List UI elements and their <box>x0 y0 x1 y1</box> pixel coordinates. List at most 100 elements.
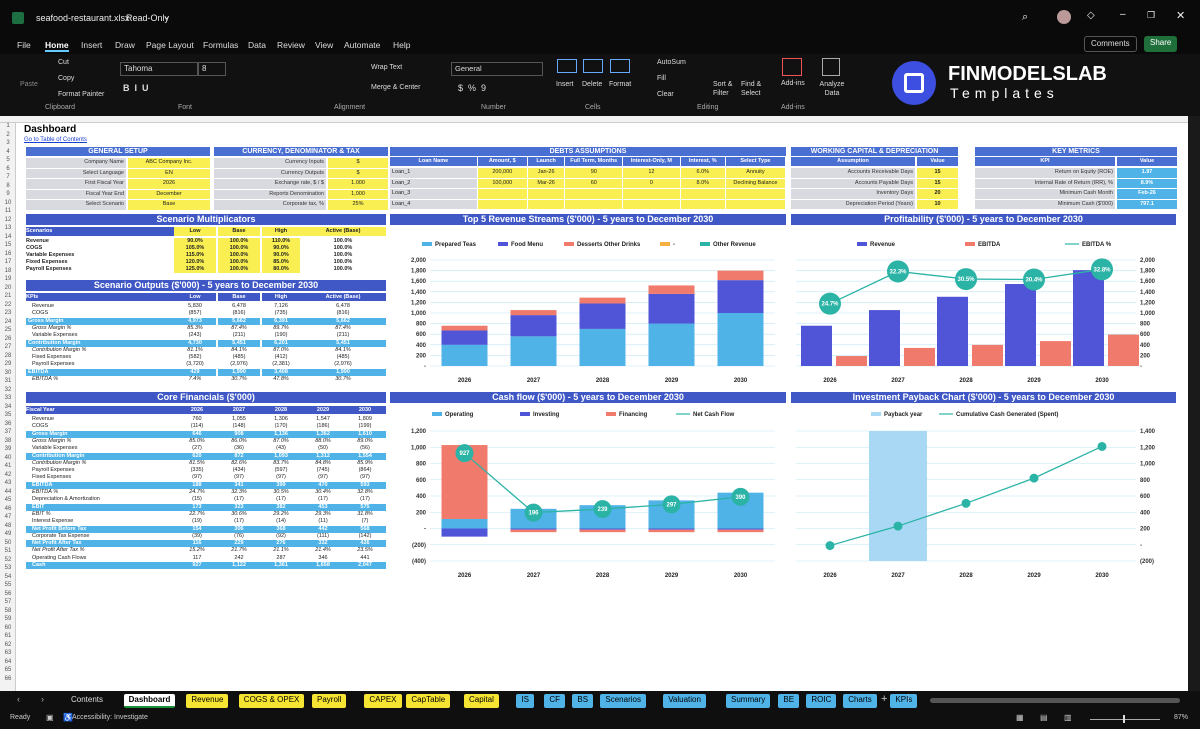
general-value[interactable]: EN <box>128 168 210 178</box>
general-value[interactable]: December <box>128 189 210 199</box>
menu-page-layout[interactable]: Page Layout <box>146 40 194 50</box>
analyze-data-button[interactable]: Analyze Data <box>819 81 845 97</box>
normal-view-icon[interactable]: ▦ <box>1016 713 1024 722</box>
page-break-icon[interactable]: ▥ <box>1064 713 1072 722</box>
debts-cell[interactable]: 100,000 <box>477 178 527 188</box>
debts-cell[interactable] <box>565 199 623 209</box>
addins-icon[interactable] <box>782 58 802 76</box>
sheet-tab[interactable]: BE <box>778 694 800 708</box>
number-format-select[interactable]: General <box>451 62 543 76</box>
format-cells-button[interactable]: Format <box>609 81 632 88</box>
format-painter-button[interactable]: Format Painter <box>58 91 105 98</box>
debts-cell[interactable]: 60 <box>565 178 623 188</box>
page-layout-icon[interactable]: ▤ <box>1040 713 1048 722</box>
insert-cells-button[interactable]: Insert <box>556 81 574 88</box>
debts-cell[interactable]: 0 <box>623 178 680 188</box>
delete-icon[interactable] <box>583 59 603 73</box>
currency-value[interactable]: $ <box>328 158 388 168</box>
autosum-button[interactable]: AutoSum <box>657 59 686 66</box>
restore-icon[interactable]: ❐ <box>1147 10 1156 20</box>
next-sheet-icon[interactable]: › <box>41 694 44 704</box>
menu-automate[interactable]: Automate <box>344 40 381 50</box>
sheet-tab[interactable]: BS <box>572 694 594 708</box>
sheet-tab[interactable]: CAPEX <box>364 694 402 708</box>
zoom-level[interactable]: 87% <box>1174 714 1189 721</box>
debts-cell[interactable]: Jan-26 <box>527 168 565 178</box>
sheet-tab[interactable]: COGS & OPEX <box>238 694 305 708</box>
zoom-slider[interactable] <box>1090 719 1160 720</box>
general-value[interactable]: 2026 <box>128 179 210 189</box>
insert-icon[interactable] <box>557 59 577 73</box>
currency-value[interactable]: $ <box>328 168 388 178</box>
minimize-icon[interactable]: – <box>1120 9 1126 20</box>
currency-value[interactable]: 1,000 <box>328 189 388 199</box>
debts-cell[interactable]: 200,000 <box>477 168 527 178</box>
currency-value[interactable]: 25% <box>328 200 388 210</box>
debts-cell[interactable] <box>680 189 725 199</box>
debts-cell[interactable] <box>527 199 565 209</box>
vertical-scrollbar[interactable] <box>1188 116 1200 691</box>
debts-cell[interactable]: Annuity <box>725 168 785 178</box>
debts-cell[interactable] <box>477 199 527 209</box>
sheet-tab[interactable]: CapTable <box>406 694 451 708</box>
more-sheets-icon[interactable]: ⋮ <box>904 693 913 703</box>
comments-button[interactable]: Comments <box>1084 36 1137 52</box>
menu-help[interactable]: Help <box>393 40 411 50</box>
debts-cell[interactable] <box>680 199 725 209</box>
search-icon[interactable]: ⌕ <box>1022 11 1029 23</box>
debts-cell[interactable]: 90 <box>565 168 623 178</box>
menu-file[interactable]: File <box>17 40 31 50</box>
close-icon[interactable]: ✕ <box>1176 10 1186 22</box>
sheet-tab[interactable]: Contents <box>71 695 104 704</box>
horizontal-scrollbar[interactable] <box>930 698 1180 703</box>
merge-center-button[interactable]: Merge & Center <box>371 84 421 91</box>
format-icon[interactable] <box>610 59 630 73</box>
sheet-tab[interactable]: Capital <box>464 694 499 708</box>
menu-review[interactable]: Review <box>277 40 305 50</box>
font-name-select[interactable]: Tahoma <box>120 62 198 76</box>
sheet-tab[interactable]: Revenue <box>186 694 229 708</box>
toc-link[interactable]: Go to Table of Contents <box>24 137 87 143</box>
debts-cell[interactable]: Mar-26 <box>527 178 565 188</box>
debts-cell[interactable] <box>477 189 527 199</box>
worksheet[interactable]: 1 2 3 4 5 6 7 8 9 10 11 12 13 14 15 16 17 18 19 20 21 22 23 24 2… <box>0 116 1200 691</box>
prev-sheet-icon[interactable]: ‹ <box>17 694 20 704</box>
analyze-icon[interactable] <box>822 58 840 76</box>
sheet-tab[interactable]: ROIC <box>806 694 837 708</box>
share-button[interactable]: Share <box>1144 36 1178 52</box>
clear-button[interactable]: Clear <box>657 91 674 98</box>
sheet-tab[interactable]: CF <box>544 694 566 708</box>
debts-cell[interactable] <box>565 189 623 199</box>
accessibility-status[interactable]: Accessibility: Investigate <box>72 714 148 721</box>
debts-cell[interactable] <box>527 189 565 199</box>
menu-insert[interactable]: Insert <box>81 40 103 50</box>
currency-format-button[interactable]: $ % 9 <box>458 83 487 93</box>
sheet-tab[interactable]: Valuation <box>663 694 706 708</box>
debts-cell[interactable] <box>623 199 680 209</box>
sheet-tab[interactable]: Payroll <box>312 694 347 708</box>
copy-button[interactable]: Copy <box>58 75 75 82</box>
fill-button[interactable]: Fill <box>657 75 666 82</box>
sort-filter-button[interactable]: Sort & Filter <box>713 81 733 97</box>
paste-button[interactable]: Paste <box>20 81 38 88</box>
menu-home[interactable]: Home <box>45 40 69 52</box>
menu-formulas[interactable]: Formulas <box>203 40 239 50</box>
general-value[interactable]: ABC Company Inc. <box>128 158 210 168</box>
cut-button[interactable]: Cut <box>58 59 69 66</box>
debts-cell[interactable] <box>725 189 785 199</box>
font-size-select[interactable]: 8 <box>198 62 226 76</box>
sheet-tab[interactable]: IS <box>516 694 534 708</box>
chevron-down-icon[interactable]: ⌄ <box>163 12 170 21</box>
debts-cell[interactable] <box>623 189 680 199</box>
debts-cell[interactable]: 6.0% <box>680 168 725 178</box>
debts-cell[interactable]: Declining Balance <box>725 178 785 188</box>
macro-icon[interactable]: ▣ <box>46 713 54 722</box>
wrap-text-button[interactable]: Wrap Text <box>371 64 403 71</box>
sheet-tab[interactable]: Summary <box>726 694 771 708</box>
menu-draw[interactable]: Draw <box>115 40 135 50</box>
find-select-button[interactable]: Find & Select <box>741 81 762 97</box>
addins-button[interactable]: Add-ins <box>781 80 805 87</box>
add-sheet-icon[interactable]: + <box>881 693 888 705</box>
sheet-tab[interactable]: Charts <box>843 694 877 708</box>
read-only-label[interactable]: Read-Only <box>126 13 170 23</box>
